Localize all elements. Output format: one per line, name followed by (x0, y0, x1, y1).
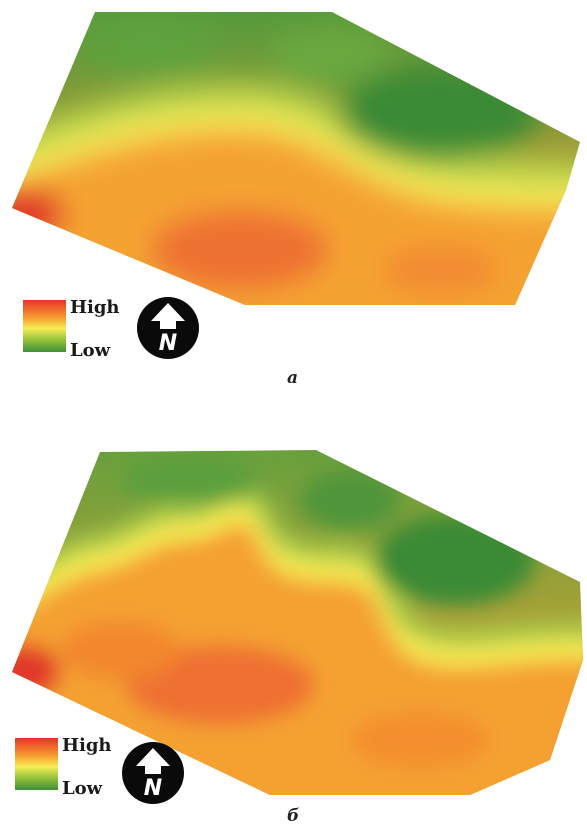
north-letter: N (144, 776, 162, 801)
north-arrow-icon: N (122, 742, 184, 804)
legend-low-label: Low (70, 340, 111, 361)
map-panel-b: High Low N б (0, 410, 587, 830)
legend-high-label: High (62, 735, 112, 756)
map-caption-b: б (287, 806, 300, 826)
legend-gradient-bar (15, 738, 58, 790)
north-arrow-icon: N (137, 297, 199, 359)
map-panel-a: High Low N а (0, 0, 587, 400)
heatmap-a (12, 12, 580, 305)
legend-high-label: High (70, 297, 120, 318)
legend-low-label: Low (62, 778, 103, 799)
legend-gradient-bar (23, 300, 66, 352)
north-letter: N (159, 331, 177, 356)
map-caption-a: а (287, 368, 299, 388)
heatmap-b (12, 450, 583, 795)
